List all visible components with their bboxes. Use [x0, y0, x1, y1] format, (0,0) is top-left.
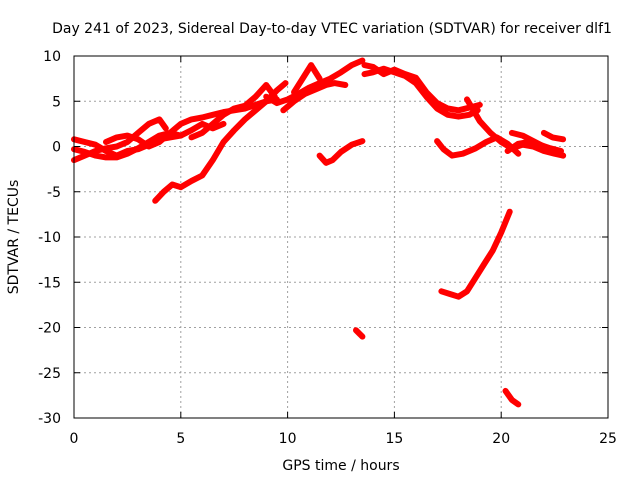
series-arc-5: [152, 80, 289, 204]
y-tick-label: -30: [38, 411, 61, 427]
series-arc-6: [188, 82, 278, 141]
x-tick-label: 5: [176, 431, 185, 447]
grid-layer: [74, 56, 608, 418]
series-arc-19: [438, 208, 513, 300]
y-tick-label: -15: [38, 275, 61, 291]
chart-title: Day 241 of 2023, Sidereal Day-to-day VTE…: [52, 21, 612, 37]
y-tick-label: 0: [52, 140, 61, 156]
series-layer: [71, 57, 567, 408]
y-tick-label: -10: [38, 230, 61, 246]
y-axis-label: SDTVAR / TECUs: [6, 180, 22, 295]
tick-layer: 0 5 10 15 20 25 -30 -25 -20 -15 -10 -5 0 5 10: [38, 49, 617, 447]
series-arc-17: [508, 129, 567, 159]
y-tick-label: -5: [47, 185, 61, 201]
x-tick-label: 10: [279, 431, 297, 447]
y-tick-label: -25: [38, 366, 61, 382]
x-tick-label: 20: [492, 431, 510, 447]
series-arc-20: [502, 387, 522, 408]
x-tick-label: 25: [599, 431, 617, 447]
y-tick-label: 5: [52, 94, 61, 110]
series-arc-10: [316, 138, 366, 166]
series-arc-11: [353, 327, 366, 340]
series-arc-9: [291, 62, 323, 96]
series-arc-8: [280, 80, 349, 114]
series-arc-4: [103, 96, 280, 150]
series-arc-3: [71, 120, 227, 161]
y-tick-label: -20: [38, 321, 61, 337]
x-tick-label: 0: [70, 431, 79, 447]
y-tick-label: 10: [43, 49, 61, 65]
x-tick-label: 15: [385, 431, 403, 447]
series-arc-18: [540, 129, 567, 143]
x-axis-label: GPS time / hours: [282, 458, 399, 474]
series-arc-7: [263, 57, 366, 107]
series-arc-13: [361, 62, 483, 114]
